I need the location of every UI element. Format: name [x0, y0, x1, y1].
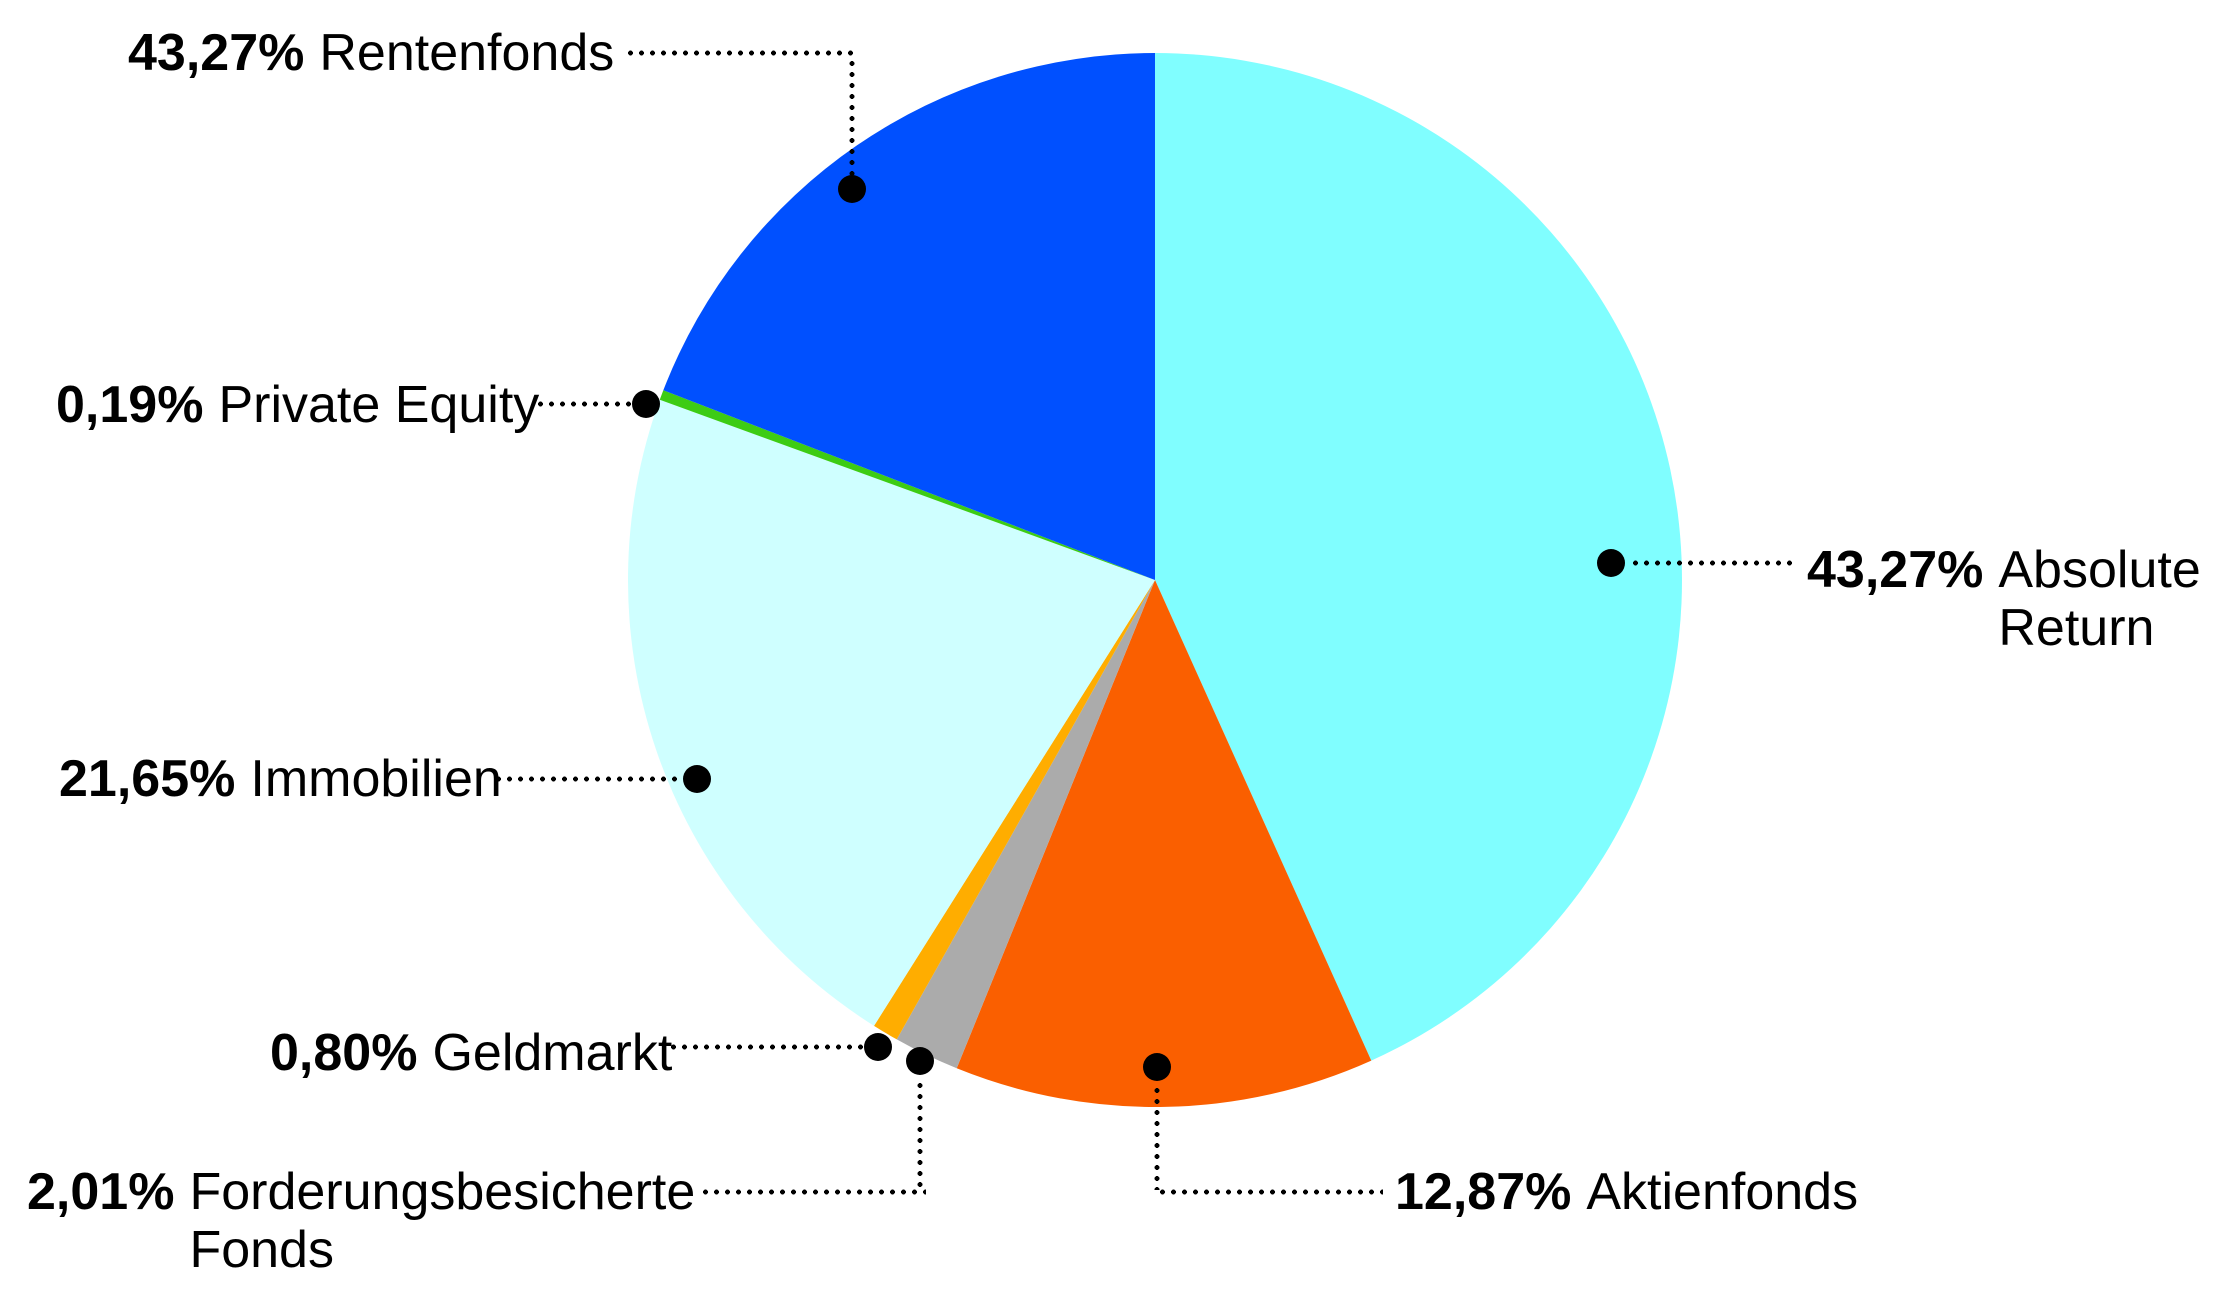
slice-name-immobilien: Immobilien: [250, 750, 502, 808]
slice-percent-private-equity: 0,19%: [56, 376, 204, 434]
pie-slice-rentenfonds: [663, 53, 1155, 580]
dot-marker-rentenfonds: [838, 175, 866, 203]
pie-slice-geldmarkt: [874, 580, 1155, 1040]
leader-line-absolute-return: [1630, 560, 1798, 566]
pie-slice-private-equity: [659, 390, 1155, 580]
dot-marker-immobilien: [683, 765, 711, 793]
pie-slice-forderungsbesicherte-fonds: [896, 580, 1155, 1069]
slice-label-rentenfonds: 43,27% Rentenfonds: [128, 24, 614, 82]
slice-percent-rentenfonds: 43,27%: [128, 24, 305, 82]
dot-marker-private-equity: [632, 390, 660, 418]
leader-line-rentenfonds-v: [849, 58, 855, 176]
dot-marker-geldmarkt: [864, 1033, 892, 1061]
slice-name-geldmarkt: Geldmarkt: [432, 1024, 673, 1082]
slice-percent-geldmarkt: 0,80%: [270, 1024, 418, 1082]
leader-line-forderung-h: [700, 1189, 926, 1195]
pie-slice-absolute-return: [1155, 53, 1682, 1061]
leader-line-private-equity: [535, 401, 631, 407]
slice-label-geldmarkt: 0,80% Geldmarkt: [270, 1024, 672, 1082]
slice-label-private-equity: 0,19% Private Equity: [56, 376, 539, 434]
dot-marker-aktienfonds: [1143, 1053, 1171, 1081]
leader-line-forderung-v: [917, 1080, 923, 1190]
slice-percent-forderung: 2,01%: [27, 1163, 175, 1221]
slice-label-forderung: 2,01% Forderungsbesicherte Fonds: [27, 1163, 749, 1279]
leader-line-geldmarkt: [668, 1044, 864, 1050]
slice-percent-absolute-return: 43,27%: [1807, 541, 1984, 599]
dot-marker-absolute-return: [1597, 549, 1625, 577]
leader-line-immobilien: [493, 776, 683, 782]
slice-name-rentenfonds: Rentenfonds: [319, 24, 615, 82]
pie-chart: [628, 53, 1682, 1107]
leader-line-aktienfonds-v: [1154, 1085, 1160, 1190]
leader-line-aktienfonds-h: [1157, 1189, 1383, 1195]
slice-name-absolute-return: Absolute Return: [1998, 541, 2201, 657]
slice-name-aktienfonds: Aktienfonds: [1586, 1163, 1859, 1221]
slice-percent-immobilien: 21,65%: [59, 750, 236, 808]
slice-name-forderung: Forderungsbesicherte Fonds: [189, 1163, 696, 1279]
slice-percent-aktienfonds: 12,87%: [1395, 1163, 1572, 1221]
slice-name-private-equity: Private Equity: [218, 376, 540, 434]
slice-label-aktienfonds: 12,87% Aktienfonds: [1395, 1163, 1858, 1221]
pie-slice-aktienfonds: [956, 580, 1372, 1107]
dot-marker-forderung: [906, 1047, 934, 1075]
slice-label-absolute-return: 43,27% Absolute Return: [1807, 541, 2213, 657]
slice-label-immobilien: 21,65% Immobilien: [59, 750, 502, 808]
leader-line-rentenfonds-h: [625, 50, 855, 56]
pie-slice-immobilien: [628, 399, 1155, 1026]
